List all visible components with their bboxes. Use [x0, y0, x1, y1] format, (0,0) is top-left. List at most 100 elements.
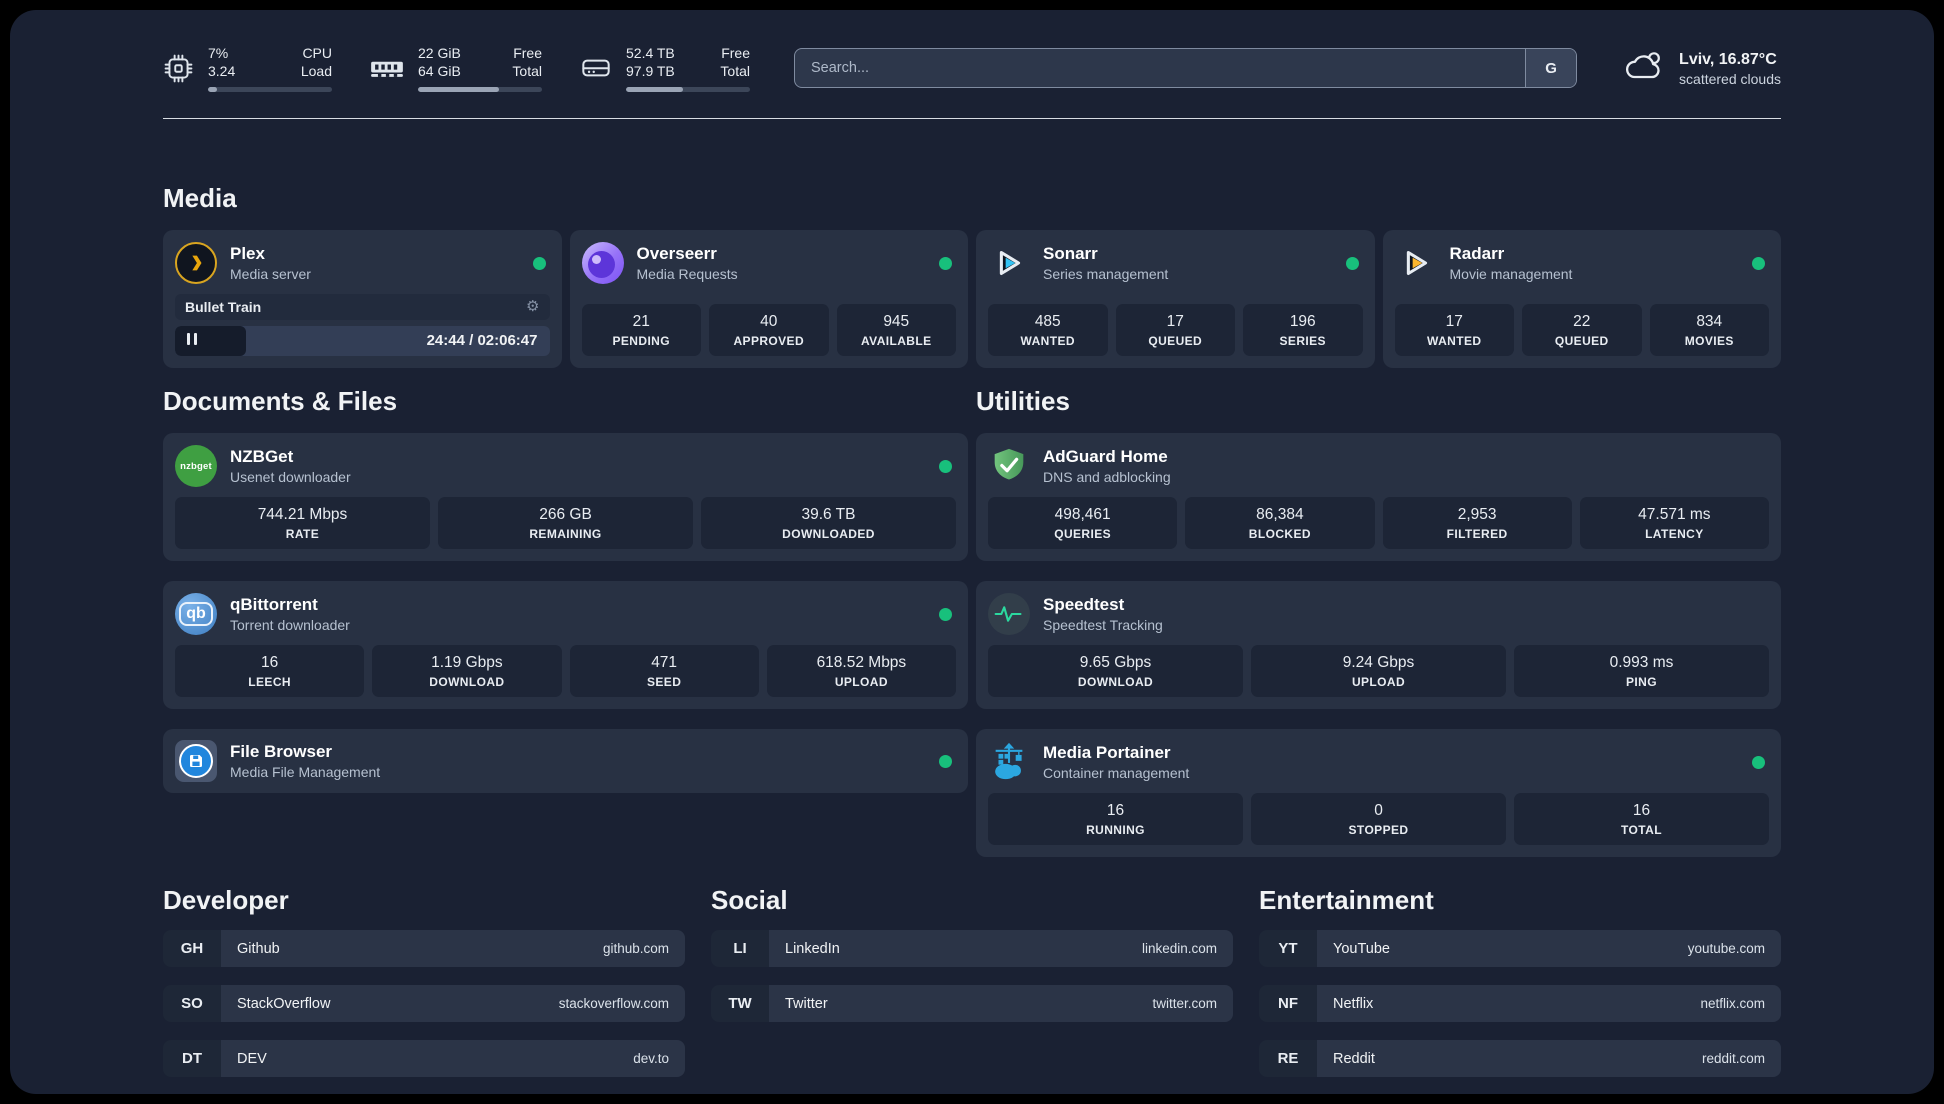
status-online-dot — [1752, 755, 1765, 769]
link-abbr: LI — [711, 930, 769, 967]
playback-progress-bar[interactable]: 24:44 / 02:06:47 — [175, 326, 550, 356]
stat-queries: 498,461 QUERIES — [988, 497, 1178, 549]
qbittorrent-icon: qb — [175, 593, 217, 635]
stat-total: 16 TOTAL — [1514, 793, 1769, 845]
radarr-icon — [1395, 242, 1437, 284]
app-title: File Browser — [230, 742, 333, 761]
search-engine-button[interactable]: G — [1525, 49, 1577, 87]
link-abbr: RE — [1259, 1040, 1317, 1077]
developer-section-title: Developer — [163, 885, 289, 915]
link-name: YouTube — [1333, 940, 1390, 957]
disk-progress-bar — [626, 87, 750, 92]
stat-wanted: 485 WANTED — [988, 304, 1108, 356]
status-online-dot — [939, 607, 952, 621]
app-title: Overseerr — [636, 244, 717, 263]
cpu-labels: CPU Load — [300, 45, 332, 79]
app-card-overseerr[interactable]: Overseerr Media Requests 21 PENDING 40 APP… — [569, 230, 968, 368]
link-url: netflix.com — [1700, 996, 1765, 1011]
stat-rate: 744.21 Mbps RATE — [175, 497, 430, 549]
stat-ping: 0.993 ms PING — [1514, 645, 1769, 697]
stat-running: 16 RUNNING — [988, 793, 1243, 845]
cpu-values: 7% 3.24 — [208, 45, 236, 79]
link-url: stackoverflow.com — [558, 996, 669, 1011]
media-section-title: Media — [163, 183, 237, 213]
link-name: DEV — [237, 1050, 267, 1067]
app-card-speedtest[interactable]: Speedtest Speedtest Tracking 9.65 Gbps DO… — [976, 581, 1781, 709]
ram-icon — [370, 57, 404, 80]
app-title: Sonarr — [1043, 244, 1098, 263]
section-entertainment: Entertainment YT YouTube youtube.com NF N… — [1259, 885, 1781, 1077]
app-subtitle: Container management — [1043, 765, 1190, 781]
link-netflix[interactable]: NF Netflix netflix.com — [1259, 985, 1781, 1022]
status-online-dot — [1752, 256, 1765, 270]
overseerr-icon — [581, 242, 624, 284]
ram-labels: Free Total — [512, 45, 542, 79]
cpu-icon — [163, 53, 194, 84]
stat-remaining: 266 GB REMAINING — [438, 497, 693, 549]
disk-widget: 52.4 TB 97.9 TB Free Total — [580, 44, 750, 92]
stat-queued: 22 QUEUED — [1522, 304, 1642, 356]
app-card-qbittorrent[interactable]: qb qBittorrent Torrent downloader 16 LEEC… — [163, 581, 968, 709]
link-dev[interactable]: DT DEV dev.to — [163, 1040, 685, 1077]
app-subtitle: DNS and adblocking — [1043, 469, 1171, 485]
stat-available: 945 AVAILABLE — [836, 304, 956, 356]
stat-wanted: 17 WANTED — [1394, 304, 1514, 356]
app-card-portainer[interactable]: Media Portainer Container management 16 R… — [976, 729, 1781, 857]
stat-upload: 618.52 Mbps UPLOAD — [766, 645, 956, 697]
status-online-dot — [939, 256, 952, 270]
stat-download: 9.65 Gbps DOWNLOAD — [988, 645, 1243, 697]
entertainment-section-title: Entertainment — [1259, 885, 1434, 915]
weather-condition: scattered clouds — [1679, 70, 1781, 87]
speedtest-icon — [988, 593, 1030, 635]
link-abbr: NF — [1259, 985, 1317, 1022]
plex-icon — [175, 242, 217, 284]
app-card-filebrowser[interactable]: File Browser Media File Management — [163, 729, 968, 793]
app-title: Media Portainer — [1043, 743, 1171, 762]
app-card-plex[interactable]: Plex Media server Bullet Train ⚙ — [163, 230, 562, 368]
app-subtitle: Series management — [1043, 266, 1169, 282]
link-name: Reddit — [1333, 1050, 1375, 1067]
link-stackoverflow[interactable]: SO StackOverflow stackoverflow.com — [163, 985, 685, 1022]
stat-series: 196 SERIES — [1243, 304, 1363, 356]
app-subtitle: Media File Management — [230, 764, 381, 780]
section-developer: Developer GH Github github.com SO StackOv… — [163, 885, 685, 1077]
link-linkedin[interactable]: LI LinkedIn linkedin.com — [711, 930, 1233, 967]
nzbget-icon: nzbget — [175, 445, 217, 487]
pause-icon[interactable] — [187, 332, 198, 350]
ram-values: 22 GiB 64 GiB — [418, 45, 461, 79]
disk-labels: Free Total — [720, 45, 750, 79]
plex-now-playing-widget: Bullet Train ⚙ 24:44 / 02:06:47 — [175, 294, 550, 356]
link-reddit[interactable]: RE Reddit reddit.com — [1259, 1040, 1781, 1077]
stat-stopped: 0 STOPPED — [1251, 793, 1506, 845]
app-subtitle: Usenet downloader — [230, 469, 351, 485]
player-settings-icon[interactable]: ⚙ — [526, 298, 540, 315]
stat-download: 1.19 Gbps DOWNLOAD — [372, 645, 562, 697]
app-title: AdGuard Home — [1043, 447, 1168, 466]
link-url: youtube.com — [1687, 941, 1765, 956]
app-card-radarr[interactable]: Radarr Movie management 17 WANTED 22 QUEUE… — [1382, 230, 1781, 368]
weather-widget: Lviv, 16.87°C scattered clouds — [1623, 48, 1781, 89]
app-card-sonarr[interactable]: Sonarr Series management 485 WANTED 17 QUE… — [976, 230, 1375, 368]
ram-progress-bar — [418, 87, 542, 92]
app-card-adguard[interactable]: AdGuard Home DNS and adblocking 498,461 Q… — [976, 433, 1781, 561]
social-section-title: Social — [711, 885, 788, 915]
app-subtitle: Speedtest Tracking — [1043, 617, 1163, 633]
link-github[interactable]: GH Github github.com — [163, 930, 685, 967]
sonarr-icon — [988, 242, 1030, 284]
link-url: linkedin.com — [1141, 941, 1217, 956]
cpu-widget: 7% 3.24 CPU Load — [163, 44, 332, 92]
search-input[interactable] — [795, 49, 1526, 87]
stat-approved: 40 APPROVED — [709, 304, 829, 356]
status-online-dot — [939, 754, 952, 768]
adguard-icon — [988, 445, 1030, 487]
link-abbr: YT — [1259, 930, 1317, 967]
app-card-nzbget[interactable]: nzbget NZBGet Usenet downloader 744.21 M… — [163, 433, 968, 561]
stat-leech: 16 LEECH — [175, 645, 365, 697]
link-twitter[interactable]: TW Twitter twitter.com — [711, 985, 1233, 1022]
link-url: twitter.com — [1152, 996, 1217, 1011]
ram-widget: 22 GiB 64 GiB Free Total — [370, 44, 542, 92]
stat-queued: 17 QUEUED — [1115, 304, 1235, 356]
link-youtube[interactable]: YT YouTube youtube.com — [1259, 930, 1781, 967]
link-name: StackOverflow — [237, 995, 331, 1012]
status-online-dot — [532, 256, 546, 270]
